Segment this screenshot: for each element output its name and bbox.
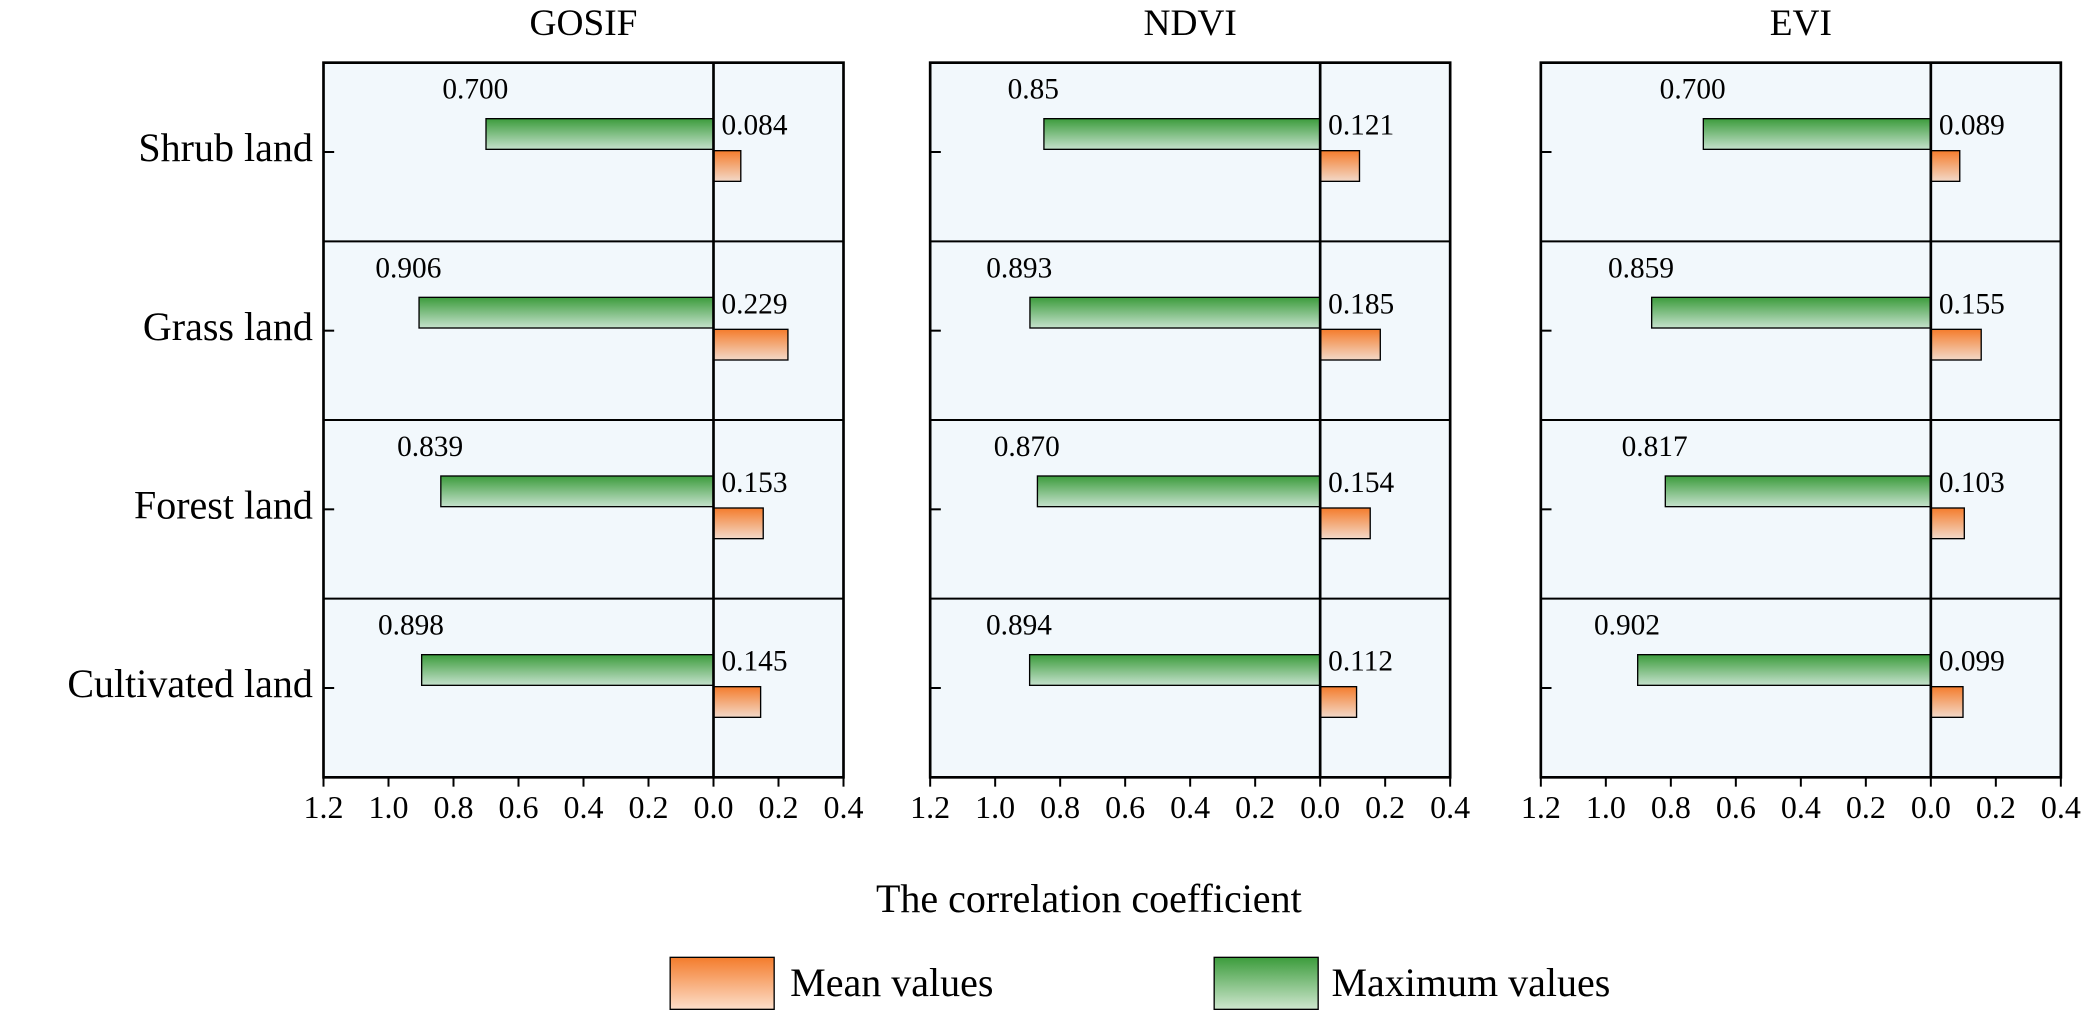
x-tick-label: 1.2 (304, 789, 344, 825)
x-tick-label: 0.8 (1040, 789, 1080, 825)
x-tick-label: 0.4 (824, 789, 864, 825)
bar (1650, 296, 1932, 329)
value-label: 0.893 (986, 252, 1052, 284)
x-tick-label: 0.4 (2041, 789, 2081, 825)
value-label: 0.839 (397, 431, 463, 463)
bar (485, 118, 715, 150)
x-tick-label: 0.0 (694, 789, 734, 825)
bar (712, 507, 764, 540)
x-tick-label: 1.2 (1521, 789, 1561, 825)
y-tick-label: Grass land (143, 304, 313, 349)
bar (1664, 475, 1932, 508)
panel-title: GOSIF (530, 3, 638, 44)
bar (1319, 507, 1371, 540)
bar (1036, 475, 1321, 508)
x-tick-label: 0.8 (1651, 789, 1691, 825)
value-label: 0.185 (1328, 288, 1394, 320)
x-tick-label: 0.6 (499, 789, 539, 825)
value-label: 0.154 (1328, 467, 1394, 499)
bar (712, 328, 789, 361)
panel-title: NDVI (1144, 3, 1237, 44)
x-tick-label: 1.0 (369, 789, 409, 825)
bar (712, 686, 762, 718)
value-label: 0.700 (1660, 74, 1726, 106)
x-axis-label: The correlation coefficient (876, 876, 1302, 921)
panel-title: EVI (1770, 3, 1832, 44)
plot-frame (928, 61, 1452, 779)
x-tick-label: 0.4 (1430, 789, 1470, 825)
value-label: 0.898 (378, 610, 444, 642)
bar (712, 150, 742, 182)
bar (1319, 686, 1358, 718)
x-tick-label: 0.0 (1300, 789, 1340, 825)
value-label: 0.153 (722, 467, 788, 499)
bar (1930, 686, 1964, 718)
bar (1319, 328, 1381, 361)
bar (1028, 654, 1321, 686)
value-label: 0.85 (1008, 74, 1059, 106)
value-label: 0.121 (1328, 110, 1394, 142)
legend-swatch (669, 956, 775, 1010)
x-tick-label: 0.4 (564, 789, 604, 825)
bar (420, 654, 715, 686)
value-label: 0.700 (442, 74, 508, 106)
x-tick-label: 0.2 (1235, 789, 1275, 825)
bar (1930, 328, 1982, 361)
value-label: 0.229 (722, 288, 788, 320)
x-tick-label: 0.6 (1716, 789, 1756, 825)
plot-frame (1539, 61, 2063, 779)
bar (1637, 654, 1932, 686)
value-label: 0.817 (1622, 431, 1688, 463)
bar (1702, 118, 1932, 150)
x-tick-label: 0.0 (1911, 789, 1951, 825)
value-label: 0.859 (1608, 252, 1674, 284)
value-label: 0.099 (1939, 646, 2005, 678)
x-tick-label: 0.8 (434, 789, 474, 825)
value-label: 0.906 (375, 252, 441, 284)
y-tick-label: Cultivated land (67, 661, 313, 706)
x-tick-label: 0.4 (1170, 789, 1210, 825)
x-tick-label: 0.2 (629, 789, 669, 825)
x-tick-label: 0.2 (759, 789, 799, 825)
value-label: 0.155 (1939, 288, 2005, 320)
value-label: 0.870 (994, 431, 1060, 463)
value-label: 0.084 (722, 110, 788, 142)
legend-label: Maximum values (1332, 960, 1611, 1005)
x-tick-label: 1.2 (910, 789, 950, 825)
value-label: 0.145 (722, 646, 788, 678)
value-label: 0.089 (1939, 110, 2005, 142)
value-label: 0.112 (1328, 646, 1393, 678)
y-tick-label: Forest land (134, 483, 313, 528)
bar (1043, 118, 1321, 150)
bar (1319, 150, 1361, 182)
x-tick-label: 1.0 (975, 789, 1015, 825)
value-label: 0.902 (1594, 610, 1660, 642)
plot-frame (322, 61, 845, 779)
bar (1930, 150, 1961, 182)
legend-swatch (1213, 956, 1319, 1010)
x-tick-label: 1.0 (1586, 789, 1626, 825)
bar (1930, 507, 1965, 540)
legend-label: Mean values (790, 960, 993, 1005)
value-label: 0.103 (1939, 467, 2005, 499)
bar (440, 475, 715, 508)
x-tick-label: 0.2 (1976, 789, 2016, 825)
x-tick-label: 0.2 (1365, 789, 1405, 825)
bar (418, 296, 715, 329)
x-tick-label: 0.6 (1105, 789, 1145, 825)
value-label: 0.894 (986, 610, 1052, 642)
bar (1029, 296, 1321, 329)
y-tick-label: Shrub land (138, 125, 312, 170)
x-tick-label: 0.2 (1846, 789, 1886, 825)
x-tick-label: 0.4 (1781, 789, 1821, 825)
